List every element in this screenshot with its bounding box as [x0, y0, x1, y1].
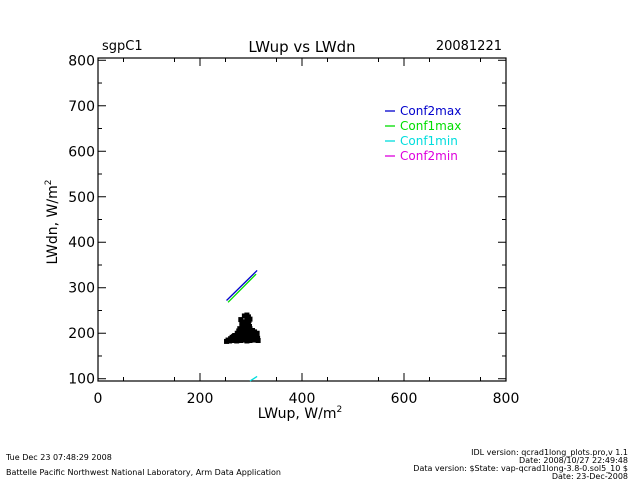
legend-label: Conf2min	[400, 149, 458, 163]
y-tick-label: 400	[68, 235, 95, 251]
y-tick-label: 100	[68, 372, 95, 388]
axis-ticks: 0 200 400 600 800 100 200 300 400 500 600 700 800	[68, 53, 519, 407]
scatter-point	[241, 313, 247, 319]
x-tick-label: 0	[94, 391, 103, 407]
legend-label: Conf1min	[400, 134, 458, 148]
footer-data-version: Data version: $State: vap-qcrad1long-3.8…	[413, 464, 628, 473]
scatter-point	[254, 331, 260, 337]
y-tick-label: 700	[68, 99, 95, 115]
y-tick-label: 500	[68, 190, 95, 206]
scatter-point	[255, 335, 261, 341]
y-tick-label: 600	[68, 144, 95, 160]
legend-label: Conf1max	[400, 119, 461, 133]
footer-timestamp: Tue Dec 23 07:48:29 2008	[5, 453, 112, 462]
footer-idl-date: Date: 2008/10/27 22:49:48	[519, 456, 628, 465]
x-tick-label: 400	[289, 391, 316, 407]
site-label: sgpC1	[102, 39, 143, 54]
x-tick-label: 600	[391, 391, 418, 407]
series-line-conf1min	[249, 375, 258, 382]
x-axis-label-sup: 2	[336, 405, 342, 415]
y-tick-label: 800	[68, 53, 95, 69]
x-axis-label: LWup, W/m2	[258, 405, 342, 422]
series-line-conf2max	[226, 269, 258, 301]
y-tick-label: 200	[68, 326, 95, 342]
scatter-point	[237, 333, 243, 339]
y-axis-label-text: LWdn, W/m	[45, 185, 61, 264]
x-axis-label-text: LWup, W/m	[258, 406, 337, 422]
footer-org: Battelle Pacific Northwest National Labo…	[6, 468, 281, 477]
scatter-point	[239, 319, 245, 325]
footer-data-date: Date: 23-Dec-2008	[552, 472, 628, 480]
x-tick-label: 800	[493, 391, 520, 407]
chart-marks	[224, 269, 261, 382]
y-axis-label-sup: 2	[44, 180, 54, 186]
scatter-point	[245, 320, 251, 326]
footer-idl-version: IDL version: qcrad1long_plots.pro,v 1.1	[471, 448, 628, 457]
x-tick-label: 200	[187, 391, 214, 407]
scatter-point	[231, 333, 237, 339]
date-label: 20081221	[436, 39, 502, 54]
chart-title: LWup vs LWdn	[248, 38, 355, 56]
y-axis-label: LWdn, W/m2	[44, 180, 61, 265]
y-tick-label: 300	[68, 281, 95, 297]
scatter-point	[242, 322, 248, 328]
scatter-point	[247, 316, 253, 322]
legend-label: Conf2max	[400, 104, 461, 118]
series-line-conf1max	[227, 273, 257, 303]
